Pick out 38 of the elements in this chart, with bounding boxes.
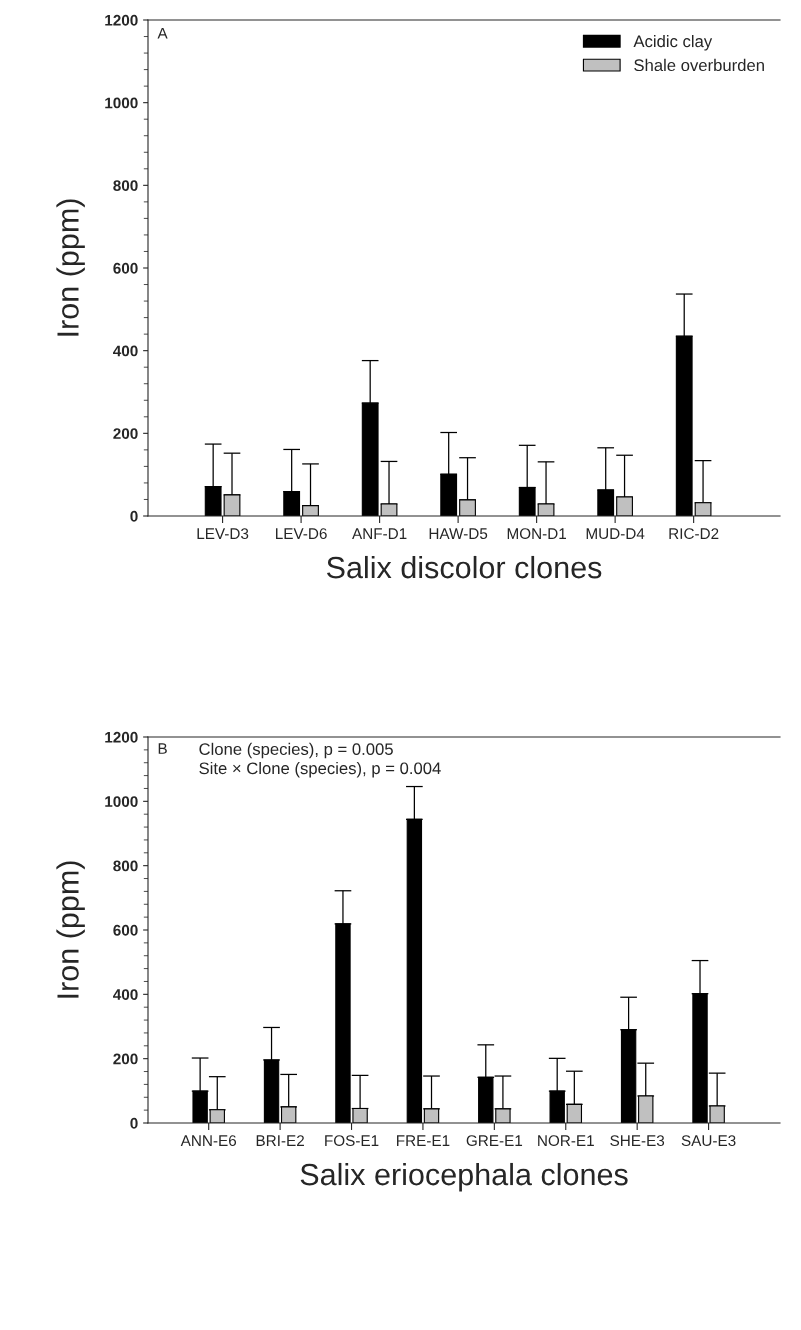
y-tick-label: 800 [113,180,138,192]
y-tick-label: 0 [130,510,138,522]
y-tick-label: 1200 [105,731,138,743]
y-axis-title: Iron (ppm) [56,199,85,336]
y-tick-label: 800 [113,860,138,872]
annotation: Clone (species), p = 0.005 Site × Clone (species), p = 0.004 [199,742,441,778]
annotation: A [157,28,168,39]
legend-label: Shale overburden [634,58,764,72]
x-tick-label: MUD-D4 [586,528,645,540]
y-tick-label: 200 [113,1053,138,1065]
y-tick-label: 0 [130,1117,138,1129]
x-tick-label: FOS-E1 [325,1135,379,1147]
x-axis-title: Salix eriocephala clones [300,1162,628,1192]
y-tick-label: 600 [113,262,138,274]
y-tick-label: 400 [113,345,138,357]
y-tick-label: 400 [113,989,138,1001]
x-tick-label: LEV-D3 [197,528,249,540]
y-tick-label: 1200 [105,14,138,26]
y-tick-label: 1000 [105,796,138,808]
legend-label: Acidic clay [633,35,713,51]
x-tick-label: MON-D1 [507,528,567,540]
y-tick-label: 200 [113,428,138,440]
x-tick-label: NOR-E1 [538,1135,594,1147]
x-tick-label: LEV-D6 [276,528,327,540]
x-tick-label: GRE-E1 [466,1135,523,1147]
y-tick-label: 600 [113,924,138,936]
x-tick-label: ANF-D1 [352,528,407,539]
x-tick-label: HAW-D5 [429,528,488,540]
x-tick-label: RIC-D2 [669,528,719,540]
x-axis-title: Salix discolor clones [326,555,602,579]
x-tick-label: FRE-E1 [397,1135,450,1146]
x-tick-label: SAU-E3 [681,1135,736,1147]
x-tick-label: BRI-E2 [256,1135,304,1146]
annotation: B [158,743,167,754]
y-tick-label: 1000 [105,97,138,109]
x-tick-label: SHE-E3 [610,1135,665,1147]
y-axis-title: Iron (ppm) [56,861,85,998]
x-tick-label: ANN-E6 [180,1135,237,1147]
